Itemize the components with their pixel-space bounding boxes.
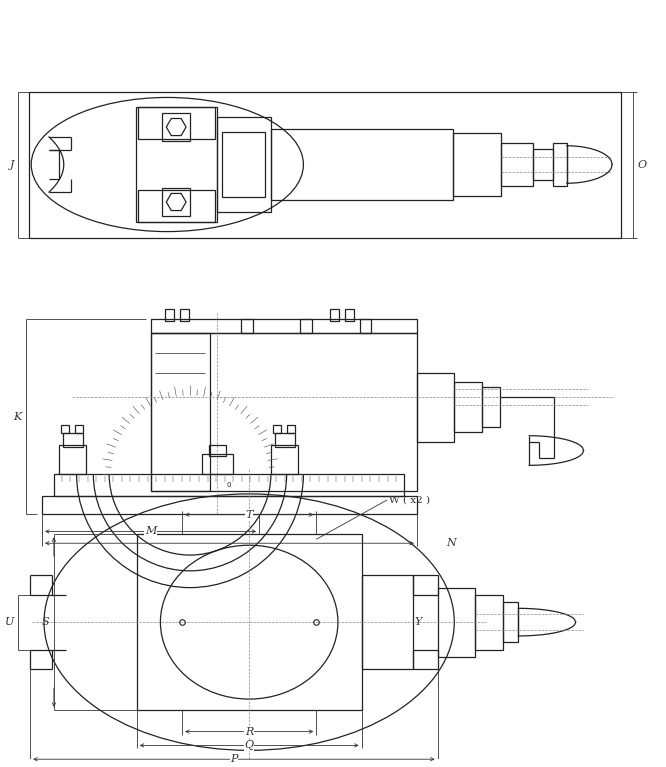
Bar — [300, 319, 312, 333]
Text: R: R — [245, 726, 253, 736]
Bar — [503, 602, 518, 642]
Bar — [208, 445, 226, 456]
Bar — [475, 594, 503, 650]
Bar — [202, 455, 233, 474]
Bar — [345, 310, 354, 321]
Bar — [151, 333, 417, 491]
Bar — [75, 425, 83, 433]
Bar — [163, 114, 190, 141]
Bar — [438, 588, 475, 657]
Bar — [151, 333, 210, 491]
Text: P: P — [230, 754, 238, 764]
Bar — [63, 433, 83, 446]
Bar — [553, 143, 567, 186]
Text: 0: 0 — [226, 482, 231, 488]
Bar — [138, 107, 214, 139]
Bar — [29, 91, 621, 238]
Text: U: U — [5, 617, 15, 627]
Text: Y: Y — [415, 617, 422, 627]
Bar — [216, 117, 271, 212]
Bar — [241, 319, 253, 333]
Bar — [360, 319, 372, 333]
Bar — [482, 387, 500, 427]
Text: M: M — [145, 526, 157, 536]
Bar — [362, 574, 413, 670]
Bar — [273, 425, 281, 433]
Bar — [54, 474, 404, 496]
Bar — [417, 373, 454, 442]
Bar — [330, 310, 339, 321]
Bar — [165, 310, 174, 321]
Bar — [151, 319, 417, 333]
Bar — [42, 496, 417, 514]
Bar — [271, 129, 454, 200]
Bar — [222, 132, 265, 197]
Text: K: K — [13, 412, 21, 422]
Bar — [286, 425, 294, 433]
Bar — [454, 133, 501, 196]
Bar — [275, 433, 294, 446]
Bar — [138, 190, 214, 222]
Text: T: T — [246, 509, 253, 519]
Text: Q: Q — [244, 740, 254, 750]
Bar — [533, 149, 553, 180]
Bar — [180, 310, 189, 321]
Bar — [137, 535, 362, 710]
Bar — [501, 143, 533, 186]
Text: N: N — [446, 538, 456, 548]
Bar — [454, 383, 482, 432]
Bar — [271, 445, 298, 474]
Bar — [136, 107, 216, 222]
Bar — [163, 188, 190, 216]
Bar — [59, 445, 87, 474]
Text: O: O — [638, 160, 647, 170]
Bar — [61, 425, 69, 433]
Text: S: S — [41, 617, 49, 627]
Text: J: J — [10, 160, 15, 170]
Text: W ( x2 ): W ( x2 ) — [389, 495, 430, 505]
